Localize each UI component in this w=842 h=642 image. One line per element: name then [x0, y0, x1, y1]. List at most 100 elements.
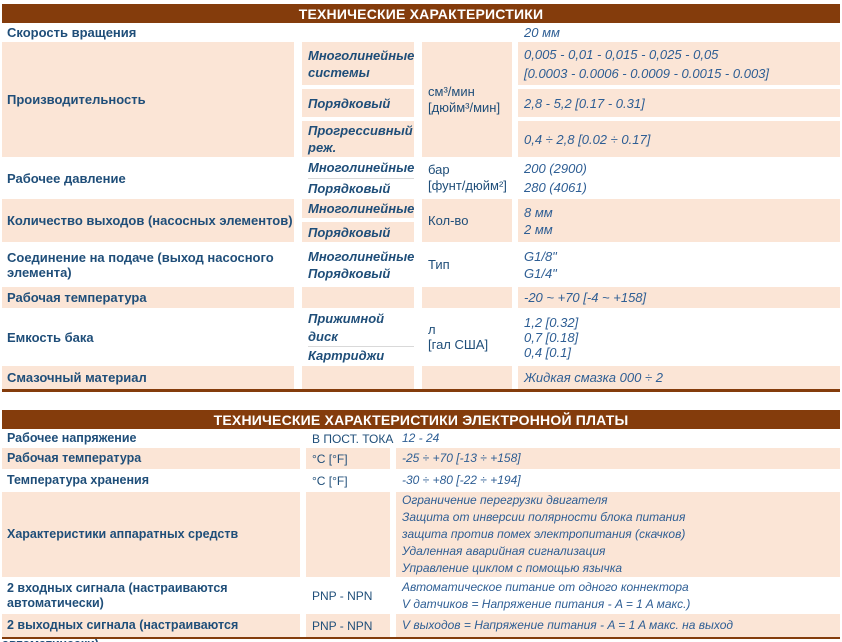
row-value: 0,005 - 0,01 - 0,015 - 0,025 - 0,05 [524, 46, 719, 62]
row-label: Соединение на подаче (выход насосного [7, 249, 274, 265]
table1-bottom-border [2, 389, 840, 392]
row-value: V выходов = Напряжение питания - A = 1 A… [402, 618, 734, 632]
subtype-label: Порядковый [308, 95, 391, 111]
row-value: Удаленная аварийная сигнализация [402, 544, 606, 558]
row-value: 0,4 [0.1] [524, 344, 571, 360]
row-label: Рабочая температура [7, 451, 142, 465]
subtype-label: Порядковый [308, 224, 391, 240]
row-label: Смазочный материал [7, 370, 147, 385]
row-value: Автоматическое питание от одного коннект… [402, 579, 689, 594]
row-label-cell: Смазочный материал [2, 366, 294, 389]
subtype-label: Многолинейные системы [308, 47, 415, 80]
subtype-label: Многолинейные [308, 158, 414, 179]
row-value: 280 (4061) [524, 180, 587, 195]
unit-label: Кол-во [428, 212, 469, 228]
unit-label: °C [°F] [312, 473, 348, 488]
row-label-cell: Рабочее давление [2, 157, 294, 199]
row-label-cell: Соединение на подаче (выход насосного эл… [2, 242, 294, 287]
table1-title: ТЕХНИЧЕСКИЕ ХАРАКТЕРИСТИКИ [298, 5, 544, 22]
subtype-cell: Порядковый [302, 89, 414, 117]
row-label-cell: Рабочее напряжение [2, 429, 300, 448]
value-cell: 0,005 - 0,01 - 0,015 - 0,025 - 0,05 [0.0… [518, 42, 840, 85]
row-value: 0,7 [0.18] [524, 329, 579, 345]
unit-label: [дюйм³/мин] [428, 99, 501, 115]
value-cell: -25 ÷ +70 [-13 ÷ +158] [396, 448, 840, 469]
row-hardware-features: Характеристики аппаратных средств Ограни… [2, 492, 840, 577]
table1-header: ТЕХНИЧЕСКИЕ ХАРАКТЕРИСТИКИ [2, 4, 840, 23]
row-label: элемента) [7, 264, 72, 280]
row-value: -20 ~ +70 [-4 ~ +158] [524, 290, 647, 305]
value-cell: -20 ~ +70 [-4 ~ +158] [518, 287, 840, 308]
row-label-cell: Характеристики аппаратных средств [2, 492, 300, 577]
unit-label: л [428, 322, 436, 337]
subtype-cell: Порядковый [302, 222, 414, 242]
value-cell: 0,4 ÷ 2,8 [0.02 ÷ 0.17] [518, 121, 840, 157]
subtype-label: Прогрессивный реж. [308, 123, 413, 155]
value-cell: V выходов = Напряжение питания - A = 1 A… [396, 614, 840, 637]
row-value: 1,2 [0.32] [524, 314, 579, 330]
row-label: Емкость бака [7, 329, 94, 345]
subtype-label: Многолинейные [308, 201, 415, 216]
unit-label: Тип [428, 256, 450, 272]
value-cell: 12 - 24 [396, 429, 840, 448]
row-supply-voltage: Рабочее напряжение В ПОСТ. ТОКА 12 - 24 [2, 429, 840, 448]
row-value: -25 ÷ +70 [-13 ÷ +158] [402, 451, 521, 465]
row-tank-capacity: Емкость бака Прижимной диск Картриджи л … [2, 308, 840, 366]
row-input-signals: 2 входных сигнала (настраиваются автомат… [2, 577, 840, 614]
row-lubricant: Смазочный материал Жидкая смазка 000 ÷ 2 [2, 366, 840, 389]
unit-cell: Тип [422, 242, 512, 287]
unit-label: [гал США] [428, 337, 489, 352]
subtype-label: Порядковый [308, 180, 391, 196]
row-label: Температура хранения [7, 473, 149, 487]
row-value: Защита от инверсии полярности блока пита… [402, 510, 686, 524]
value-column: 0,005 - 0,01 - 0,015 - 0,025 - 0,05 [0.0… [518, 42, 840, 157]
row-label: Характеристики аппаратных средств [7, 527, 239, 541]
table2-title: ТЕХНИЧЕСКИЕ ХАРАКТЕРИСТИКИ ЭЛЕКТРОННОЙ П… [213, 411, 629, 428]
value-cell: Ограничение перегрузки двигателя Защита … [396, 492, 840, 577]
row-label-cell: 2 выходных сигнала (настраиваются [2, 614, 300, 637]
row-value: 2 мм [524, 221, 553, 237]
row-label-cell: Рабочая температура [2, 287, 294, 308]
row-working-pressure: Рабочее давление Многолинейные Порядковы… [2, 157, 840, 199]
row-supply-connection: Соединение на подаче (выход насосного эл… [2, 242, 840, 287]
row-value: 20 мм [524, 25, 560, 40]
subtype-cell: Прогрессивный реж. [302, 121, 414, 157]
unit-cell: В ПОСТ. ТОКА [306, 429, 393, 448]
row-output-signals: 2 выходных сигнала (настраиваются PNP - … [2, 614, 840, 637]
row-label-cell: Рабочая температура [2, 448, 300, 469]
row-value: 0,4 ÷ 2,8 [0.02 ÷ 0.17] [524, 131, 651, 147]
row-label: Количество выходов (насосных элементов) [7, 213, 293, 228]
unit-label: °C [°F] [312, 451, 348, 466]
subtype-cell: Многолинейные [302, 199, 414, 218]
row-label: Скорость вращения [7, 25, 137, 40]
row-storage-temperature: Температура хранения °C [°F] -30 ÷ +80 [… [2, 469, 840, 492]
row-value: Ограничение перегрузки двигателя [402, 493, 608, 507]
unit-cell: PNP - NPN [306, 614, 390, 637]
table-technical-specs: ТЕХНИЧЕСКИЕ ХАРАКТЕРИСТИКИ Скорость вращ… [2, 4, 840, 392]
unit-cell: °C [°F] [306, 469, 390, 492]
row-label-cell: Производительность [2, 42, 294, 157]
subtype-column: Прижимной диск Картриджи [302, 308, 414, 366]
row-label-cell: Количество выходов (насосных элементов) [2, 199, 294, 242]
table2-header: ТЕХНИЧЕСКИЕ ХАРАКТЕРИСТИКИ ЭЛЕКТРОННОЙ П… [2, 410, 840, 429]
row-value-cell: 20 мм [518, 23, 840, 42]
unit-cell [306, 492, 390, 577]
value-cell: Автоматическое питание от одного коннект… [396, 577, 840, 614]
row-value: 2,8 - 5,2 [0.17 - 0.31] [524, 95, 645, 111]
row-value: 12 - 24 [402, 431, 440, 445]
subtype-column: Многолинейные Порядковый [302, 157, 414, 199]
row-value: G1/4" [524, 265, 557, 281]
table2-bottom-border [2, 637, 840, 639]
value-cell: 1,2 [0.32] 0,7 [0.18] 0,4 [0.1] [518, 308, 840, 366]
unit-label: бар [428, 162, 450, 177]
row-value: G1/8" [524, 248, 557, 264]
subtype-label: Порядковый [308, 265, 391, 281]
row-value: 8 мм [524, 204, 553, 220]
value-cell: 8 мм 2 мм [518, 199, 840, 242]
unit-cell: л [гал США] [422, 308, 512, 366]
clipped-label-continuation: автоматически) [2, 639, 840, 642]
row-label: 2 входных сигнала (настраиваются [7, 580, 228, 595]
unit-label: PNP - NPN [312, 588, 373, 603]
subtype-column: Многолинейные Порядковый [302, 242, 414, 287]
row-value: -30 ÷ +80 [-22 ÷ +194] [402, 473, 521, 487]
